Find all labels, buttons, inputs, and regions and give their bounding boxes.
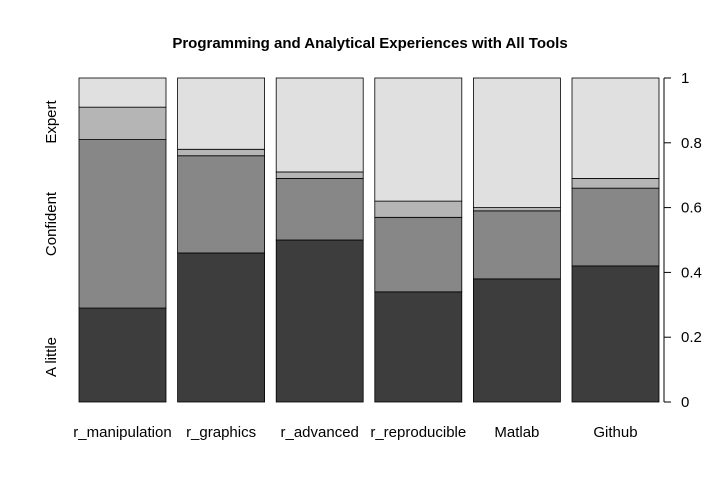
bar-segment-r_graphics-0 <box>177 252 266 403</box>
category-label: r_advanced <box>280 424 358 441</box>
bar-segment-Github-3 <box>571 77 660 179</box>
bar-segment-r_reproducible-0 <box>374 291 463 403</box>
bar-segment-Github-0 <box>571 265 660 403</box>
level-labels: A little Confident Expert <box>43 99 60 377</box>
bars-layer <box>78 77 660 403</box>
bar-segment-Github-1 <box>571 187 660 267</box>
bar-segment-r_graphics-3 <box>177 77 266 150</box>
bar-segment-r_graphics-2 <box>177 148 266 157</box>
category-labels: r_manipulation r_graphics r_advanced r_repr… <box>73 424 637 441</box>
bar-segment-Matlab-3 <box>472 77 561 209</box>
right-y-axis: 0 0.2 0.4 0.6 0.8 1 <box>663 70 702 411</box>
level-label: Expert <box>43 99 60 143</box>
bar-segment-Matlab-0 <box>472 278 561 403</box>
y-tick-label: 0.6 <box>681 200 702 217</box>
bar-segment-r_advanced-1 <box>275 178 364 241</box>
bar-segment-Github-2 <box>571 178 660 189</box>
bar-segment-r_reproducible-2 <box>374 200 463 218</box>
bar-segment-r_manipulation-1 <box>78 139 167 309</box>
bar-segment-r_manipulation-2 <box>78 106 167 140</box>
bar-segment-r_reproducible-3 <box>374 77 463 202</box>
level-label: A little <box>43 337 60 377</box>
bar-segment-r_advanced-2 <box>275 171 364 179</box>
bar-segment-Matlab-1 <box>472 210 561 280</box>
y-tick-label: 1 <box>681 70 689 87</box>
category-label: Matlab <box>494 424 539 441</box>
category-label: r_reproducible <box>370 424 466 441</box>
bar-segment-r_reproducible-1 <box>374 216 463 293</box>
chart-title: Programming and Analytical Experiences w… <box>172 35 567 52</box>
bar-segment-r_manipulation-0 <box>78 307 167 403</box>
category-label: r_graphics <box>186 424 256 441</box>
y-tick-label: 0.2 <box>681 329 702 346</box>
y-tick-label: 0 <box>681 394 689 411</box>
y-tick-label: 0.8 <box>681 135 702 152</box>
category-label: r_manipulation <box>73 424 171 441</box>
bar-segment-Matlab-2 <box>472 207 561 212</box>
bar-segment-r_advanced-3 <box>275 77 364 173</box>
bar-segment-r_manipulation-3 <box>78 77 167 108</box>
bar-segment-r_graphics-1 <box>177 155 266 254</box>
category-label: Github <box>593 424 637 441</box>
level-label: Confident <box>43 191 60 256</box>
y-tick-label: 0.4 <box>681 264 702 281</box>
bar-segment-r_advanced-0 <box>275 239 364 403</box>
